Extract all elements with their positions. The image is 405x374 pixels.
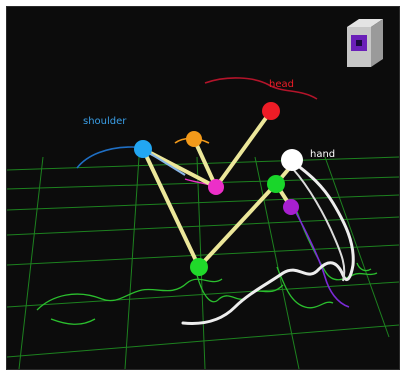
head-joint[interactable] [262, 102, 280, 120]
hand-motion-trail [181, 163, 355, 325]
hand-motion-trail-secondary [292, 168, 346, 282]
bone-shoulder-hip [141, 147, 218, 189]
ground-motion-trail [36, 211, 378, 325]
skeleton-scene: head shoulder hand [7, 19, 399, 369]
bone-shoulder-pelvis [141, 147, 201, 269]
pelvis-joint[interactable] [190, 258, 208, 276]
3d-viewport[interactable]: head shoulder hand [6, 6, 400, 370]
view-cube-icon[interactable] [347, 19, 383, 67]
foot-motion-trail [292, 206, 350, 308]
bone-head-hip [214, 109, 273, 189]
head-label: head [269, 79, 294, 90]
ground-grid [7, 156, 399, 369]
foot-joint[interactable] [283, 199, 299, 215]
bone-elbow-hip [192, 137, 218, 189]
hip-joint[interactable] [208, 179, 224, 195]
bone-pelvis-knee [197, 182, 278, 269]
elbow-joint[interactable] [186, 131, 202, 147]
knee-joint[interactable] [267, 175, 285, 193]
hand-label: hand [310, 149, 335, 160]
shoulder-label: shoulder [83, 116, 127, 127]
head-motion-trail [204, 77, 318, 100]
shoulder-joint[interactable] [134, 140, 152, 158]
hand-joint[interactable] [281, 149, 303, 171]
